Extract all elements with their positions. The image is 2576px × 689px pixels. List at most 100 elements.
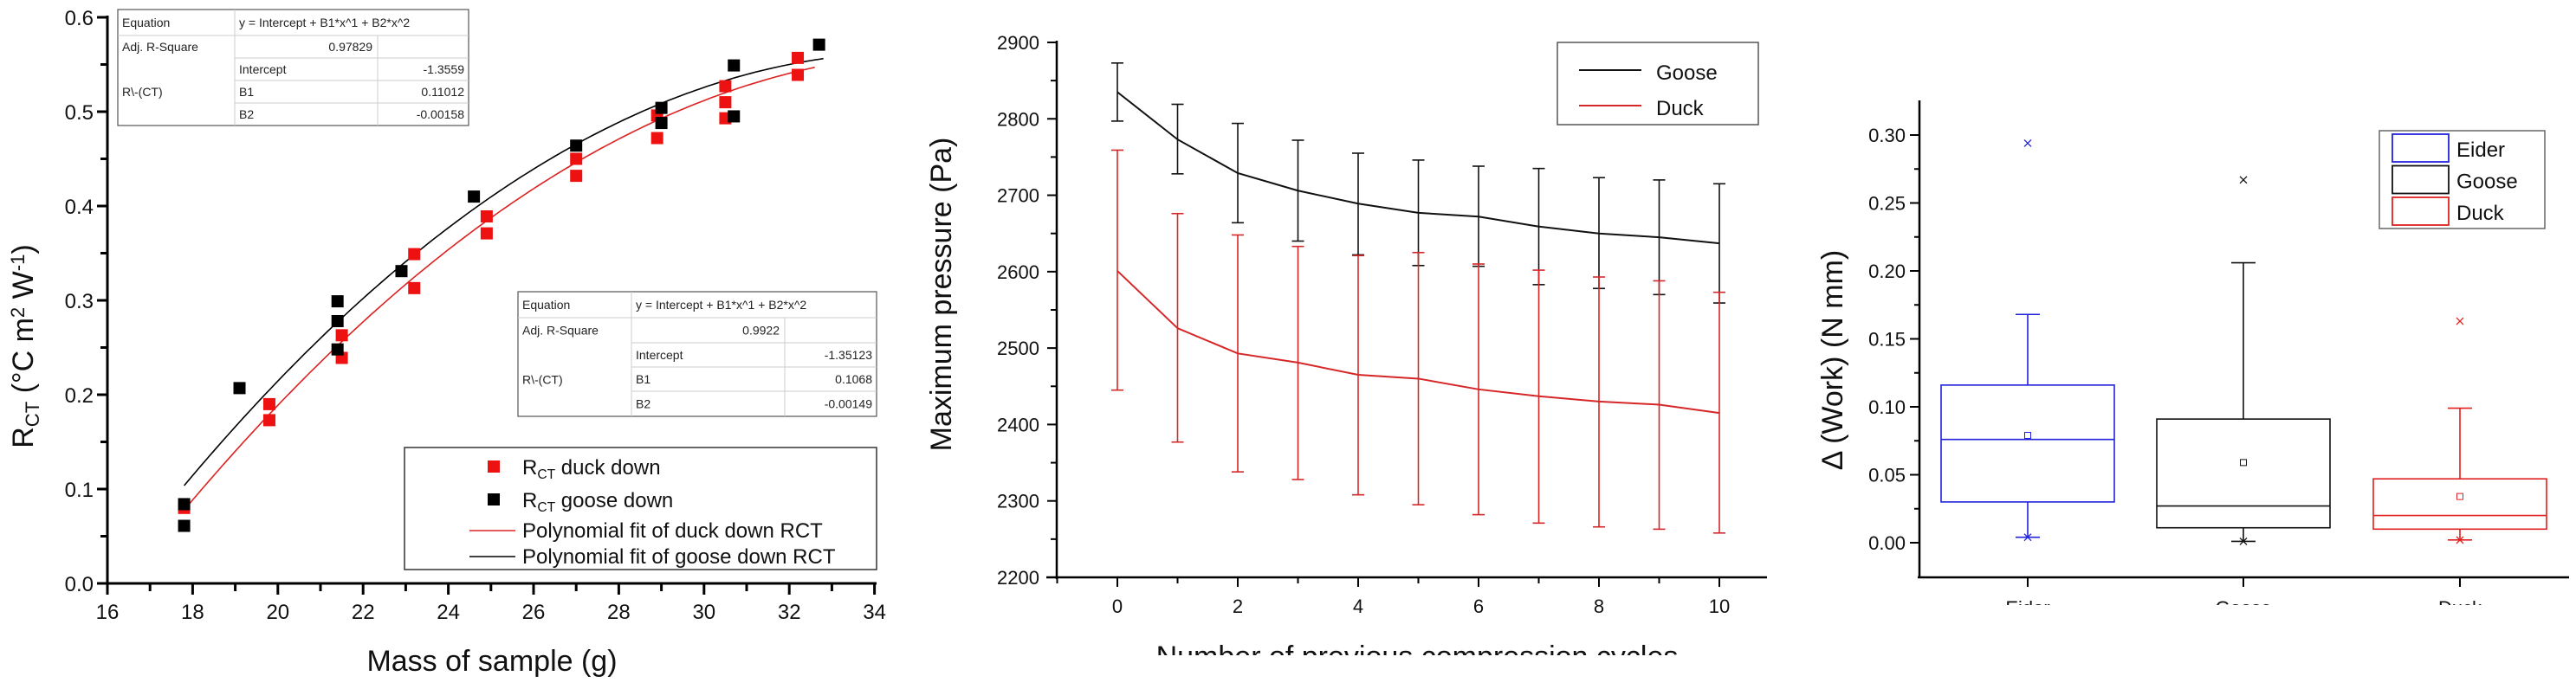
legend-duck-marker	[488, 460, 500, 473]
duck-data-point	[792, 68, 805, 81]
legend-label: Goose	[1656, 61, 1718, 85]
goose-data-point	[331, 343, 344, 356]
y-tick-label: 0.0	[65, 573, 94, 596]
y-axis-title-part: R	[7, 427, 40, 448]
x-tick-label: 28	[607, 601, 631, 624]
goose-fit-line	[183, 57, 824, 486]
goose-data-point	[728, 59, 741, 72]
goose-iqr-box	[2156, 418, 2331, 529]
goose-data-point	[331, 295, 344, 308]
table-equation: y = Intercept + B1*x^1 + B2*x^2	[636, 298, 806, 312]
y-axis-title-part: -1	[7, 254, 29, 272]
eider-max-marker	[2023, 138, 2032, 147]
legend-box	[1557, 42, 1759, 126]
table-param-value: -1.3559	[424, 62, 465, 76]
legend-label: Polynomial fit of goose down RCT	[522, 545, 836, 569]
table-equation-label: Equation	[522, 298, 570, 312]
x-tick-label: 4	[1353, 596, 1363, 617]
y-tick-label: 2800	[997, 108, 1039, 130]
y-tick-label: 0.05	[1868, 465, 1906, 486]
y-tick-label: 0.6	[65, 7, 94, 30]
legend-label-part: R	[522, 456, 537, 480]
legend-box	[404, 447, 877, 570]
table-param-name: B2	[636, 397, 650, 411]
x-tick-label: 6	[1473, 596, 1484, 617]
table-adj-label: Adj. R-Square	[522, 324, 599, 338]
y-tick-label: 0.20	[1868, 261, 1906, 282]
table-adj-value: 0.97829	[328, 40, 372, 54]
table-border	[117, 9, 469, 126]
legend-label: RCT duck down	[522, 456, 661, 482]
y-tick-label: 0.00	[1868, 532, 1906, 554]
goose-data-point	[570, 139, 583, 152]
goose-min-marker	[2239, 537, 2248, 545]
x-tick-label: 26	[522, 601, 546, 624]
y-axis-title-part: CT	[22, 402, 43, 427]
duck-iqr-box	[2372, 478, 2547, 531]
y-tick-label: 0.25	[1868, 193, 1906, 215]
legend-label-part: duck down	[555, 456, 660, 480]
goose-box-group	[2156, 176, 2331, 545]
duck-max-marker	[2456, 317, 2464, 325]
table-row-label: R\-(CT)	[122, 85, 163, 99]
y-tick-label: 0.30	[1868, 125, 1906, 146]
legend-box	[2379, 130, 2546, 229]
x-tick-label: 10	[1709, 596, 1730, 617]
legend-label: Goose	[2456, 171, 2518, 194]
rct-vs-mass-chart: 0.0 0.1 0.2 0.3 0.4 0.5 0.6 16 18 20 22 24 26 28 30 32 3…	[7, 7, 886, 678]
y-tick-label: 0.10	[1868, 396, 1906, 418]
legend-duck-swatch	[2392, 196, 2450, 226]
x-tick-label: 8	[1594, 596, 1604, 617]
legend: Eider Goose Duck	[2379, 130, 2546, 229]
fit-parameter-table: Equation y = Intercept + B1*x^1 + B2*x^2 A…	[517, 291, 877, 417]
legend-label-part: CT	[537, 467, 555, 482]
eider-mean-marker	[2024, 431, 2031, 439]
table-param-value: 0.1068	[835, 372, 872, 386]
eider-iqr-box	[1940, 384, 2115, 503]
duck-data-point	[570, 152, 583, 165]
y-axis-title-part: (°C m	[7, 318, 40, 402]
duck-mean-marker	[2456, 493, 2463, 500]
table-border	[517, 291, 877, 417]
x-tick-label: 20	[266, 601, 289, 624]
duck-data-point	[335, 329, 348, 342]
table-adj-value: 0.9922	[742, 324, 780, 338]
y-tick-label: 0.15	[1868, 329, 1906, 351]
x-tick-label: 18	[181, 601, 204, 624]
work-boxplot-chart: 0.00 0.05 0.10 0.15 0.20 0.25 0.30 Eider Goose Du…	[1816, 100, 2576, 689]
table-param-value: 0.11012	[421, 85, 464, 99]
fit-parameter-table: Equation y = Intercept + B1*x^1 + B2*x^2 A…	[117, 9, 469, 126]
goose-data-point	[728, 110, 741, 123]
y-tick-label: 2700	[997, 185, 1039, 207]
x-tick-label: 2	[1233, 596, 1243, 617]
legend-label-part: R	[522, 489, 537, 512]
goose-data-point	[233, 382, 246, 395]
duck-data-point	[408, 248, 421, 261]
table-param-name: B2	[239, 107, 254, 121]
table-param-name: Intercept	[636, 348, 683, 362]
legend: Goose Duck	[1557, 42, 1759, 126]
goose-mean-marker	[2240, 459, 2247, 467]
y-tick-label: 2600	[997, 261, 1039, 283]
x-tick-label: 16	[96, 601, 120, 624]
duck-fit-line	[183, 67, 815, 511]
table-param-value: -0.00149	[825, 397, 872, 411]
eider-box-group	[1940, 138, 2115, 542]
y-tick-label: 0.1	[65, 479, 94, 502]
duck-data-point	[262, 397, 275, 410]
table-equation-label: Equation	[122, 16, 170, 29]
x-tick-label: 32	[778, 601, 801, 624]
y-axis-title-part: 2	[7, 307, 29, 318]
duck-data-point	[408, 281, 421, 294]
legend-label: Duck	[2456, 202, 2505, 225]
duck-data-point	[719, 96, 732, 109]
duck-series-line	[1116, 270, 1720, 415]
y-tick-label: 0.5	[65, 101, 94, 125]
pressure-vs-cycles-chart: 220023002400250026002700280029000246810N…	[909, 32, 1819, 689]
legend-label: Eider	[2456, 138, 2505, 162]
goose-series-line	[1116, 91, 1720, 245]
table-param-value: -0.00158	[417, 107, 464, 121]
legend-label-part: goose down	[555, 489, 673, 512]
table-row-label: R\-(CT)	[522, 373, 563, 387]
